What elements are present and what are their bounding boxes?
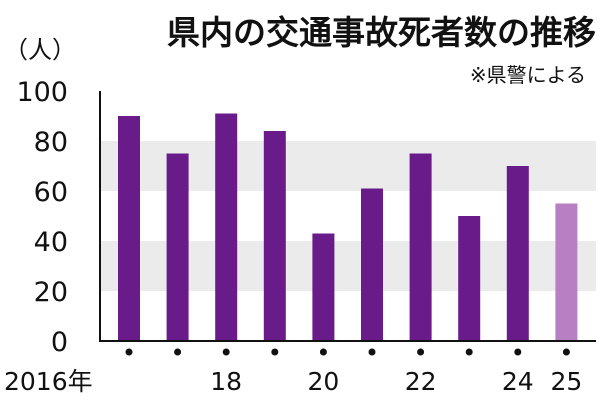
bar-2023 [458,216,481,341]
bars [118,113,578,341]
x-tick-dot [222,348,230,356]
x-tick-dot [417,348,425,356]
x-tick-dot [562,348,570,356]
bar-2019 [263,131,286,341]
x-tick-dots [125,348,570,356]
y-axis-ticks: 0 20 40 60 80 100 [16,77,68,358]
x-tick-dot [514,348,522,356]
y-tick-label: 20 [34,277,68,308]
y-tick-label: 0 [51,327,68,358]
source-note: ※県警による [470,63,586,87]
x-tick-label: 25 [550,367,582,396]
x-tick-label: 20 [307,367,339,396]
chart-title: 県内の交通事故死者数の推移 [167,13,596,52]
bar-2025 [555,203,578,341]
bar-2016 [118,116,140,341]
x-tick-dot [125,348,133,356]
x-axis-ticks: 2016年 18 20 22 24 25 [4,367,582,396]
bar-2021 [361,188,383,341]
x-tick-label: 18 [210,367,242,396]
y-tick-label: 100 [16,77,68,108]
bar-2017 [166,153,189,341]
bar-2018 [215,113,238,341]
x-tick-dot [465,348,473,356]
x-tick-dot [319,348,327,356]
x-tick-label: 2016年 [4,367,93,396]
x-tick-dot [368,348,376,356]
bar-2024 [506,166,529,341]
x-tick-label: 24 [502,367,534,396]
y-tick-label: 40 [34,227,68,258]
y-tick-label: 60 [34,177,68,208]
bar-2020 [312,233,335,341]
y-tick-label: 80 [34,127,68,158]
unit-label: （人） [4,36,76,64]
x-tick-label: 22 [405,367,437,396]
bar-2022 [409,153,432,341]
x-tick-dot [174,348,182,356]
x-tick-dot [271,348,279,356]
